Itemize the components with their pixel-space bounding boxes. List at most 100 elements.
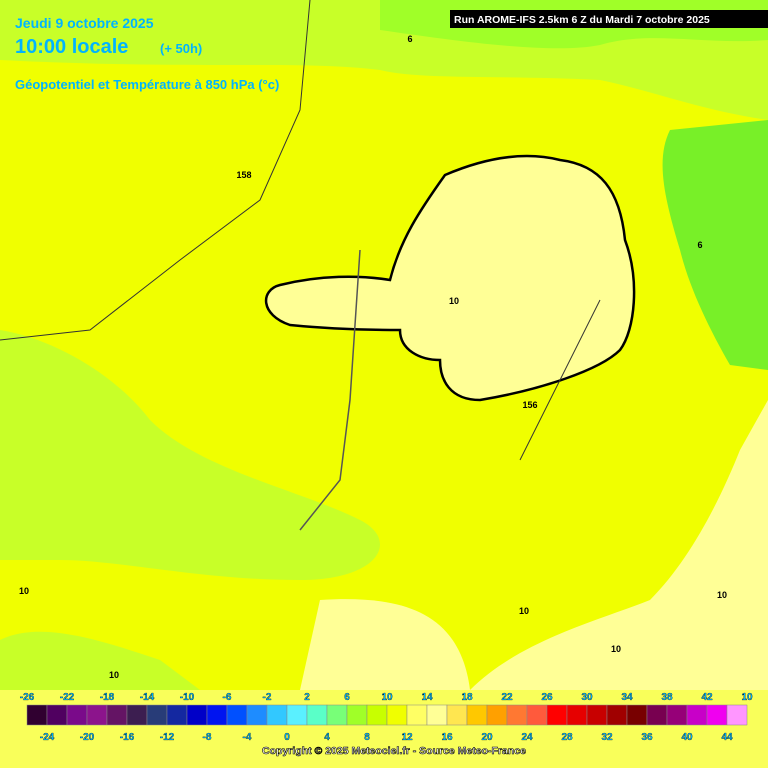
legend-swatch xyxy=(646,704,668,726)
legend-swatch xyxy=(326,704,348,726)
legend-top-label: 22 xyxy=(501,692,513,703)
run-banner xyxy=(450,10,768,28)
legend-swatch xyxy=(46,704,68,726)
legend-swatch xyxy=(266,704,288,726)
green-east xyxy=(662,120,768,370)
contour-label: 10 xyxy=(109,670,119,680)
legend-bottom-label: 0 xyxy=(284,732,290,743)
contour-label: 158 xyxy=(236,170,251,180)
legend-swatch xyxy=(346,704,368,726)
legend-bottom-label: -24 xyxy=(40,732,55,743)
legend-swatch xyxy=(26,704,48,726)
legend-swatch xyxy=(706,704,728,726)
legend-swatch xyxy=(86,704,108,726)
legend-swatch xyxy=(486,704,508,726)
legend-top-label: -2 xyxy=(263,692,272,703)
legend-top-label: -26 xyxy=(20,692,35,703)
legend-top-label: 10 xyxy=(381,692,393,703)
legend-swatch xyxy=(426,704,448,726)
legend-bottom-label: -4 xyxy=(243,732,252,743)
legend-swatch xyxy=(666,704,688,726)
contour-label: 156 xyxy=(522,400,537,410)
legend-swatch xyxy=(146,704,168,726)
green-south xyxy=(0,631,200,690)
legend-bg xyxy=(0,690,768,768)
legend-swatch xyxy=(726,704,748,726)
run-info: Run AROME-IFS 2.5km 6 Z du Mardi 7 octob… xyxy=(454,14,710,26)
legend-swatch xyxy=(386,704,408,726)
contour-label: 10 xyxy=(717,590,727,600)
legend-top-label: 6 xyxy=(344,692,350,703)
legend-bottom-label: 8 xyxy=(364,732,370,743)
legend-swatch xyxy=(166,704,188,726)
legend-top-label: 14 xyxy=(421,692,433,703)
legend-top-label: -14 xyxy=(140,692,155,703)
legend-swatch xyxy=(466,704,488,726)
date: Jeudi 9 octobre 2025 xyxy=(15,15,154,31)
legend-swatch xyxy=(606,704,628,726)
legend-bottom-label: 4 xyxy=(324,732,330,743)
copyright: Copyright © 2025 Meteociel.fr - Source M… xyxy=(262,745,526,757)
legend-swatch xyxy=(406,704,428,726)
legend-bottom-label: -8 xyxy=(203,732,212,743)
legend-swatch xyxy=(206,704,228,726)
legend-bottom-label: 44 xyxy=(721,732,733,743)
contour-156 xyxy=(519,299,601,461)
legend-swatch xyxy=(686,704,708,726)
legend-swatch xyxy=(546,704,568,726)
legend-top-label: 10 xyxy=(741,692,753,703)
contour-label: 10 xyxy=(519,606,529,616)
subtitle: Géopotentiel et Température à 850 hPa (°… xyxy=(15,77,279,92)
contour-label: 6 xyxy=(407,34,412,44)
legend-bottom-label: 16 xyxy=(441,732,453,743)
legend-swatch xyxy=(626,704,648,726)
legend-bottom-label: 36 xyxy=(641,732,653,743)
legend-bottom-label: 32 xyxy=(601,732,613,743)
warm-south xyxy=(300,599,470,690)
legend-top-label: 18 xyxy=(461,692,473,703)
legend-top-label: -22 xyxy=(60,692,75,703)
warm-southeast xyxy=(470,400,768,690)
legend-swatch xyxy=(66,704,88,726)
legend-swatch xyxy=(586,704,608,726)
contour-label: 10 xyxy=(611,644,621,654)
lead-time: (+ 50h) xyxy=(160,41,202,56)
legend-swatch xyxy=(366,704,388,726)
legend-bottom-label: 40 xyxy=(681,732,693,743)
legend-bottom-label: 12 xyxy=(401,732,413,743)
legend-bottom-label: 24 xyxy=(521,732,533,743)
legend-swatch xyxy=(526,704,548,726)
legend-swatch xyxy=(186,704,208,726)
time: 10:00 locale xyxy=(15,36,128,58)
legend-swatch xyxy=(446,704,468,726)
legend-top-label: 34 xyxy=(621,692,633,703)
legend-top-label: 2 xyxy=(304,692,310,703)
contour-label: 10 xyxy=(19,586,29,596)
legend-swatch xyxy=(226,704,248,726)
legend-bottom-label: 20 xyxy=(481,732,493,743)
legend-bottom-label: 28 xyxy=(561,732,573,743)
legend-swatch xyxy=(566,704,588,726)
legend-top-label: -10 xyxy=(180,692,195,703)
legend-swatch xyxy=(306,704,328,726)
contour-158 xyxy=(0,0,311,341)
legend-top-label: 38 xyxy=(661,692,673,703)
contour-label: 6 xyxy=(697,240,702,250)
legend-bottom-label: -16 xyxy=(120,732,135,743)
legend-bottom-label: -20 xyxy=(80,732,95,743)
green-southwest xyxy=(0,330,380,580)
legend-swatch xyxy=(246,704,268,726)
legend-top-label: -6 xyxy=(223,692,232,703)
legend-bottom-label: -12 xyxy=(160,732,175,743)
legend-top-label: 30 xyxy=(581,692,593,703)
warm-region xyxy=(264,154,636,402)
coastline xyxy=(299,249,361,531)
contour-label: 10 xyxy=(449,296,459,306)
legend-swatch xyxy=(126,704,148,726)
legend-swatch xyxy=(506,704,528,726)
legend-top-label: -18 xyxy=(100,692,115,703)
legend-top-label: 42 xyxy=(701,692,713,703)
legend-swatch xyxy=(106,704,128,726)
legend-top-label: 26 xyxy=(541,692,553,703)
